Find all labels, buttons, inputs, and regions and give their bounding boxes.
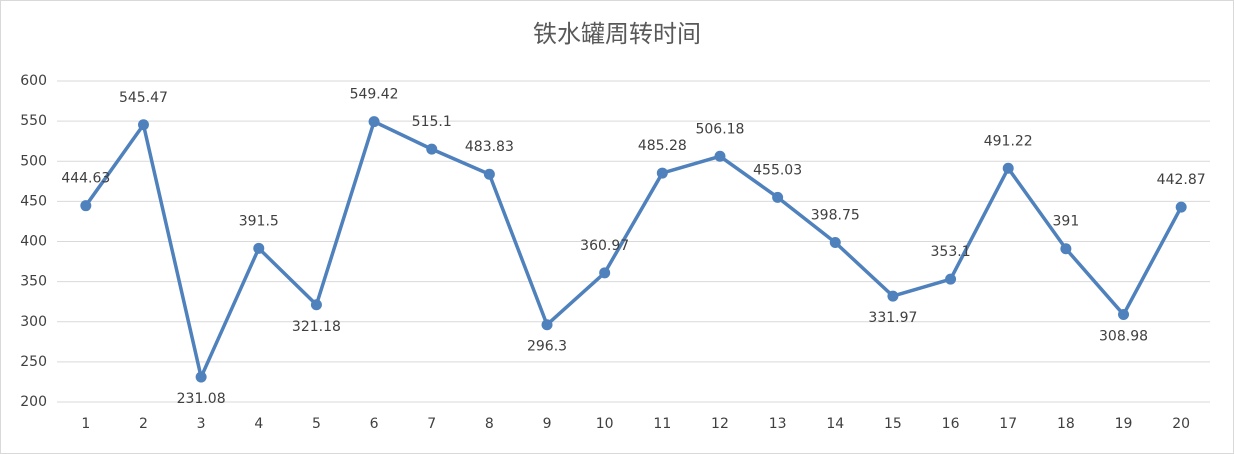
data-label: 545.47 [119,90,168,106]
x-tick-label: 14 [826,416,844,432]
y-tick-label: 500 [20,153,47,169]
data-label: 444.63 [61,171,110,187]
data-label: 491.22 [984,133,1033,149]
data-label: 231.08 [177,391,226,407]
data-point [1118,309,1130,321]
data-point [483,168,495,180]
y-tick-label: 300 [20,314,47,330]
data-label: 506.18 [695,121,744,137]
x-tick-label: 11 [653,416,671,432]
data-point [1002,162,1014,174]
data-point [368,116,380,128]
data-point [714,150,726,162]
data-point [1060,243,1072,255]
data-label: 391 [1053,214,1080,230]
x-tick-label: 10 [596,416,614,432]
data-label: 360.97 [580,238,629,254]
data-label: 442.87 [1157,172,1206,188]
data-label: 398.75 [811,208,860,224]
data-point [887,290,899,302]
data-point [541,319,553,331]
data-point [1175,201,1187,213]
series-line [84,119,1183,379]
data-label: 455.03 [753,162,802,178]
x-tick-label: 17 [999,416,1017,432]
x-tick-label: 8 [485,416,494,432]
data-label: 331.97 [868,310,917,326]
chart-title: 铁水罐周转时间 [533,20,701,48]
y-tick-label: 250 [20,354,47,370]
y-tick-label: 600 [20,73,47,89]
x-tick-label: 20 [1172,416,1190,432]
data-point [310,299,322,311]
x-tick-label: 4 [254,416,263,432]
y-tick-label: 200 [20,394,47,410]
data-label: 485.28 [638,138,687,154]
data-point [80,200,92,212]
data-label: 515.1 [412,114,452,130]
y-tick-label: 350 [20,274,47,290]
data-point [945,273,957,285]
x-tick-label: 1 [81,416,90,432]
x-tick-label: 5 [312,416,321,432]
x-tick-label: 2 [139,416,148,432]
x-tick-label: 12 [711,416,729,432]
x-tick-label: 7 [427,416,436,432]
y-tick-label: 550 [20,113,47,129]
x-tick-label: 3 [197,416,206,432]
data-label: 353.1 [931,244,971,260]
data-point [656,167,668,179]
x-tick-label: 6 [370,416,379,432]
data-label: 296.3 [527,339,567,355]
data-point [772,191,784,203]
data-point [426,143,438,155]
data-point [599,267,611,279]
data-point [137,119,149,131]
data-label: 391.5 [239,213,279,229]
x-tick-label: 19 [1115,416,1133,432]
data-label: 549.42 [350,87,399,103]
data-label: 308.98 [1099,329,1148,345]
x-tick-label: 16 [942,416,960,432]
y-tick-label: 450 [20,193,47,209]
data-label: 483.83 [465,139,514,155]
data-label: 321.18 [292,319,341,335]
x-tick-label: 13 [769,416,787,432]
x-tick-label: 9 [543,416,552,432]
data-point [195,371,207,383]
data-point [253,242,265,254]
x-tick-label: 15 [884,416,902,432]
y-tick-label: 400 [20,234,47,250]
x-tick-label: 18 [1057,416,1075,432]
data-point [829,237,841,249]
